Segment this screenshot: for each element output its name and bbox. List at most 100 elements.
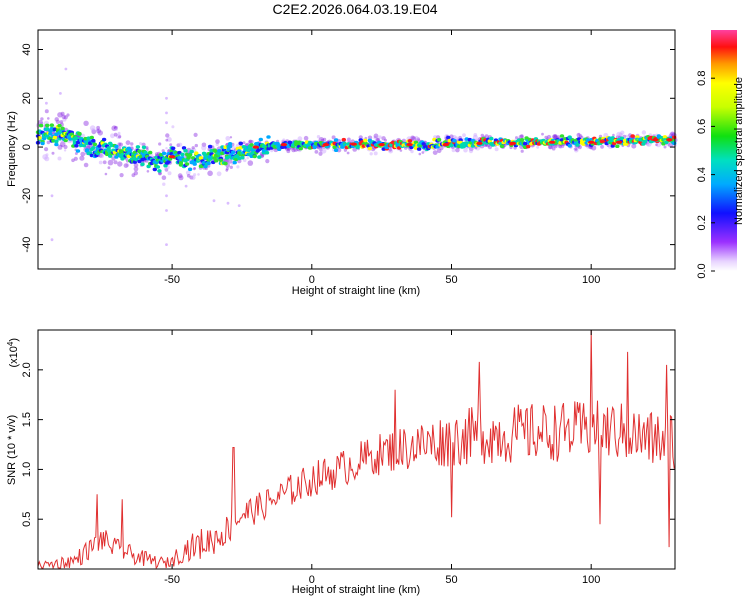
spectrogram-ridge-cell [178,161,184,165]
spectrogram-cloud-dot [229,165,233,169]
spectrogram-ridge-cell [141,145,147,150]
spectrogram-ridge-cell [489,136,494,141]
spectrogram-cloud-dot [177,173,183,179]
spectrogram-ridge-cell [559,134,565,138]
spectrogram-ridge-cell [264,150,270,155]
spectrogram-cloud-dot [162,182,166,186]
spectrogram-ridge-cell [332,145,337,149]
spectrogram-ridge-cell [656,134,661,138]
spectrogram-cloud-dot [193,167,196,170]
spectrogram-cloud-dot [552,134,557,140]
spectrogram-cloud-dot [494,147,499,152]
spectrogram-cloud-dot [576,133,581,138]
spectrogram-cloud-dot [96,128,99,132]
spectrogram-cloud-dot [343,148,347,152]
spectrogram-cloud-dot [74,152,78,155]
spectrogram-cloud-dot [164,168,169,172]
spectrogram-cloud-dot [126,160,129,163]
spectrogram-cloud-dot [83,120,89,127]
spectrogram-ridge-cell [152,167,157,172]
spectrogram-ridge-peak [350,142,357,146]
spectrogram-cloud-dot [416,137,420,141]
spectrogram-cloud-dot [455,147,460,153]
spectrogram-ridge-cell [232,160,237,165]
spectrogram-ridge-peak [509,141,517,145]
spectrogram-cloud-dot [242,158,247,163]
spectrogram-ridge-cell [38,123,44,128]
spectrogram-cloud-dot [436,148,442,154]
spectrogram-ridge-cell [148,150,153,155]
spectrogram-cloud-dot [270,149,274,153]
spectrogram-cloud-dot [520,134,524,138]
spectrogram-cloud-dot [598,134,603,139]
spectrogram-ridge-cell [184,162,190,166]
spectrogram-ridge-cell [227,144,233,149]
spectrogram-cloud-dot [536,145,540,149]
spectrogram-cloud-dot [46,140,51,145]
spectrogram-cloud-dot [86,144,90,148]
spectrogram-cloud-dot [463,147,468,153]
spectrogram-ridge-cell [355,145,360,150]
spectrogram-cloud-dot [191,146,195,150]
spectrogram-cloud-dot [44,147,49,152]
spectrogram-outlier [165,194,168,198]
spectrogram-cloud-dot [139,142,142,145]
spectrogram-panel: -50 0 50 100 -40 -20 0 20 40 Height of straight… [6,29,678,297]
spectrogram-cloud-dot [265,159,270,164]
spectrogram-cloud-dot [185,170,191,176]
snr-scale-factor: (x104) [6,338,20,368]
spectrogram-ridge-cell [74,136,79,141]
spectrogram-cloud-dot [472,134,478,141]
colorbar: 0.0 0.2 0.4 0.6 0.8 Normalized spectral ampl… [696,30,745,279]
snr-panel: -50 0 50 100 0.5 1.0 1.5 2.0 Height of straigh… [6,329,676,596]
spectrogram-cloud-dot [574,147,579,153]
spectrogram-cloud-dot [114,127,118,131]
spectrogram-cloud-dot [54,117,59,122]
spectrogram-cloud-dot [416,137,420,141]
spectrogram-cloud-dot [42,154,48,160]
spectrogram-ridge-peak [588,140,595,144]
spectrogram-ridge-peak [666,138,673,142]
spectrogram-ridge-cell [223,161,228,166]
spectrogram-cloud-dot [378,135,382,139]
spectrogram-cloud-dot [190,175,196,181]
spectrogram-ridge-cell [252,154,257,159]
spectrogram-ridge-cell [187,153,193,157]
spectrogram-cloud-dot [55,119,60,124]
spectrogram-ridge-cell [91,138,96,143]
spectrogram-cloud-dot [548,144,554,150]
spectrogram-cloud-dot [515,136,518,140]
spectrogram-outlier [212,199,216,203]
spectrogram-cloud-dot [620,130,625,135]
colorbar-tick-label: 0.8 [696,71,708,86]
spectrogram-ridge-cell [92,142,98,147]
spectrogram-cloud-dot [321,148,327,154]
spectrogram-cloud-dot [225,136,231,141]
spectrogram-cloud-dot [119,173,124,178]
spectrogram-cloud-dot [45,153,49,157]
spectrogram-cloud-dot [612,133,615,137]
spectrogram-ridge-cell [610,136,615,140]
spectrogram-ridge-cell [615,144,620,148]
spectrogram-ridge-cell [266,135,271,139]
spectrogram-cloud-dot [123,163,129,169]
spectrogram-cloud-dot [625,134,629,138]
spectrogram-x-tick-label: 0 [309,274,315,286]
spectrogram-cloud-dot [133,171,138,176]
spectrogram-ridge-cell [407,139,413,143]
spectrogram-ridge-cell [146,164,151,169]
spectrogram-cloud-dot [79,155,85,161]
spectrogram-cloud-dot [303,135,309,141]
spectrogram-cloud-dot [216,171,222,177]
spectrogram-ridge-cell [128,148,133,153]
spectrogram-ridge-peak [548,140,556,144]
spectrogram-ridge-cell [662,135,668,139]
spectrogram-cloud-dot [286,147,291,152]
spectrogram-cloud-dot [580,135,584,139]
spectrogram-ridge-peak [442,143,450,147]
spectrogram-cloud-dot [373,151,378,156]
spectrogram-cloud-dot [102,160,107,165]
spectrogram-ridge-cell [436,137,442,142]
spectrogram-ridge-cell [89,135,95,140]
spectrogram-x-tick-label: -50 [164,274,180,286]
